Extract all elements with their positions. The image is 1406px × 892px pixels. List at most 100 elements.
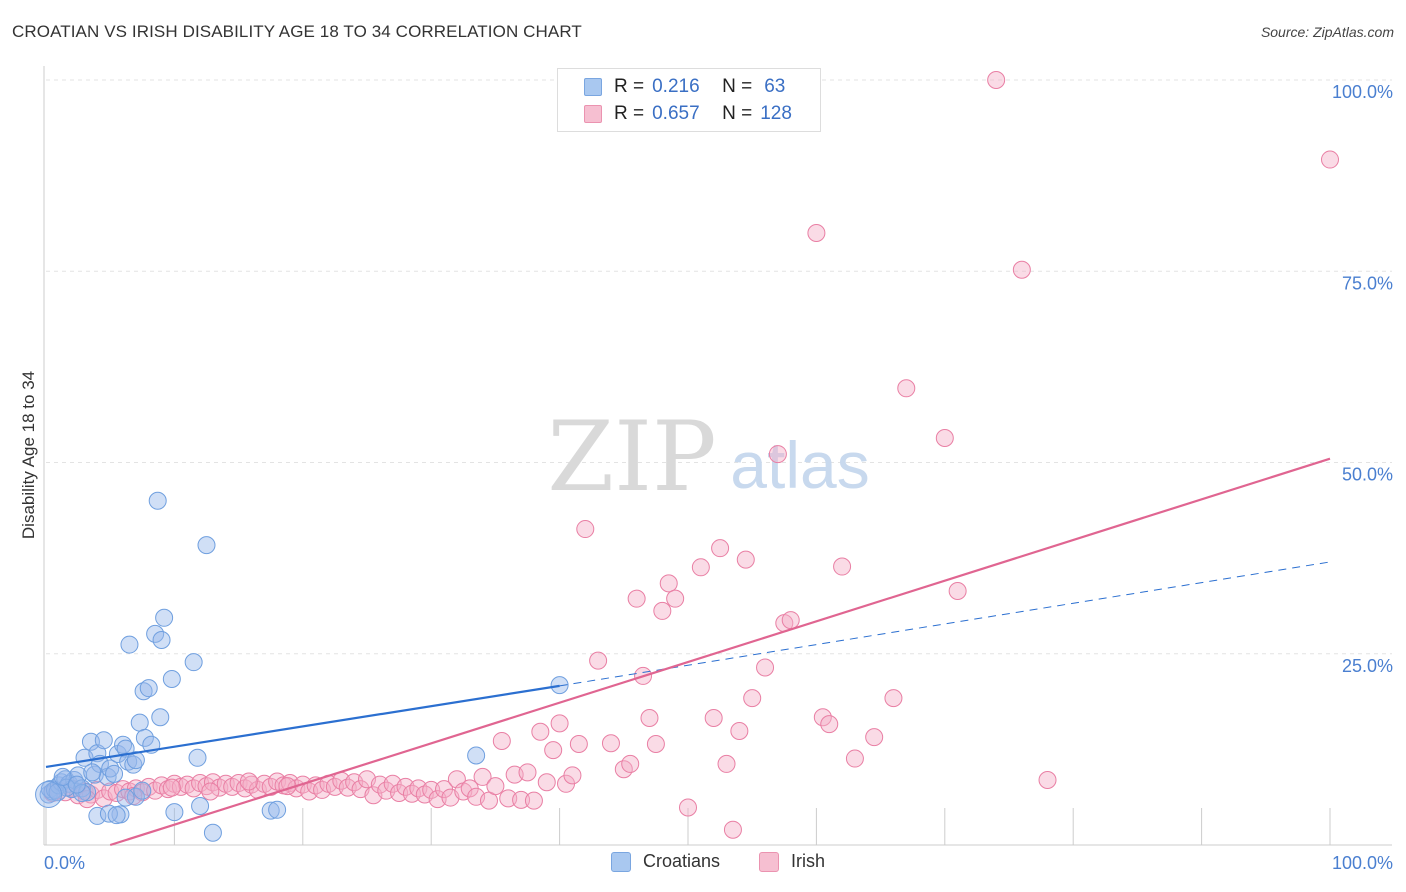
irish-point: [589, 651, 608, 670]
correlation-legend: R = 0.216 N = 63 R = 0.657 N = 128: [557, 68, 821, 132]
irish-trend-line: [109, 457, 1331, 847]
irish-point: [935, 429, 954, 448]
irish-point: [833, 557, 852, 576]
croatians-point: [197, 536, 216, 555]
croatians-point: [155, 608, 174, 627]
irish-point: [518, 763, 537, 782]
irish-point: [499, 789, 518, 808]
croatians-point: [550, 676, 569, 695]
irish-point: [730, 722, 749, 741]
irish-point: [524, 791, 543, 810]
y-tick-label: 100.0%: [1332, 82, 1393, 102]
irish-point: [162, 778, 181, 797]
grid-lines: [46, 79, 1392, 655]
croatians-point: [99, 804, 118, 823]
irish-point: [1038, 770, 1057, 789]
irish-point: [492, 731, 511, 750]
y-tick-label: 75.0%: [1342, 273, 1393, 293]
legend-swatch-croatians: [584, 78, 602, 96]
irish-point: [987, 71, 1006, 89]
croatians-point: [130, 713, 149, 732]
r-value: 0.216: [652, 76, 700, 97]
irish-point: [845, 749, 864, 768]
irish-point: [743, 689, 762, 708]
n-value: 63: [764, 76, 786, 97]
irish-point: [239, 772, 258, 791]
irish-point: [550, 714, 569, 733]
croatians-point: [268, 800, 287, 819]
x-tick-label: 100.0%: [1332, 853, 1393, 873]
irish-point: [756, 658, 775, 677]
legend-row-irish: R = 0.657 N = 128: [584, 102, 792, 126]
croatians-point: [78, 783, 97, 802]
irish-point: [473, 767, 492, 786]
croatians-point: [467, 746, 486, 765]
irish-point: [78, 790, 97, 809]
irish-point: [653, 601, 672, 620]
watermark: ZIP atlas: [547, 401, 869, 513]
irish-point: [884, 689, 903, 708]
croatians-point: [67, 775, 86, 794]
y-axis-label: Disability Age 18 to 34: [19, 371, 38, 539]
irish-point: [717, 754, 736, 773]
irish-point: [621, 754, 640, 773]
y-tick-label: 25.0%: [1342, 656, 1393, 676]
irish-point: [679, 798, 697, 817]
irish-point: [723, 820, 742, 839]
croatians-trend-extension: [559, 561, 1331, 687]
legend-label-irish: Irish: [791, 851, 826, 871]
legend-item-croatians[interactable]: Croatians: [611, 851, 720, 872]
irish-point: [691, 558, 710, 577]
croatians-point: [107, 806, 126, 825]
n-label: N =: [722, 76, 753, 97]
irish-point: [486, 777, 505, 796]
croatians-point: [151, 708, 170, 727]
irish-point: [711, 539, 730, 558]
irish-point: [659, 574, 678, 593]
irish-point: [1012, 260, 1031, 279]
croatians-point: [261, 801, 280, 820]
r-value: 0.657: [652, 103, 700, 124]
irish-point: [576, 520, 595, 539]
irish-point: [640, 709, 659, 728]
croatians-trend-line: [45, 684, 560, 769]
watermark-zip: ZIP: [547, 401, 716, 513]
croatians-point: [162, 669, 181, 688]
trend-lines: [45, 457, 1331, 847]
legend-label-croatians: Croatians: [643, 851, 721, 871]
croatians-point: [134, 682, 153, 701]
croatians-point: [139, 679, 158, 698]
r-label: R =: [614, 76, 645, 97]
legend-item-irish[interactable]: Irish: [759, 851, 825, 872]
legend-row-croatians: R = 0.216 N = 63: [584, 75, 785, 99]
irish-point: [768, 445, 787, 464]
croatians-point: [57, 778, 76, 797]
legend-swatch-croatians: [611, 851, 631, 872]
r-label: R =: [614, 103, 645, 124]
irish-point: [865, 728, 884, 747]
croatians-point: [83, 763, 102, 782]
irish-point: [531, 722, 550, 741]
croatians-point: [53, 767, 72, 786]
irish-point: [781, 611, 800, 630]
irish-point: [601, 734, 620, 753]
irish-point: [807, 224, 826, 242]
croatians-point: [203, 823, 222, 842]
irish-point: [736, 550, 755, 569]
croatians-point: [105, 764, 124, 783]
croatians-point: [81, 732, 100, 751]
irish-point: [422, 780, 441, 799]
series-legend: Croatians Irish: [0, 851, 1406, 877]
croatians-point: [152, 630, 171, 649]
croatians-point: [35, 781, 63, 809]
legend-swatch-irish: [584, 105, 602, 123]
watermark-atlas: atlas: [730, 428, 869, 502]
irish-point: [897, 379, 916, 398]
croatians-point: [94, 731, 113, 750]
irish-point: [396, 777, 415, 796]
croatians-point: [116, 788, 135, 807]
croatians-point: [120, 635, 139, 654]
irish-point: [704, 709, 723, 728]
irish-point: [537, 773, 556, 792]
